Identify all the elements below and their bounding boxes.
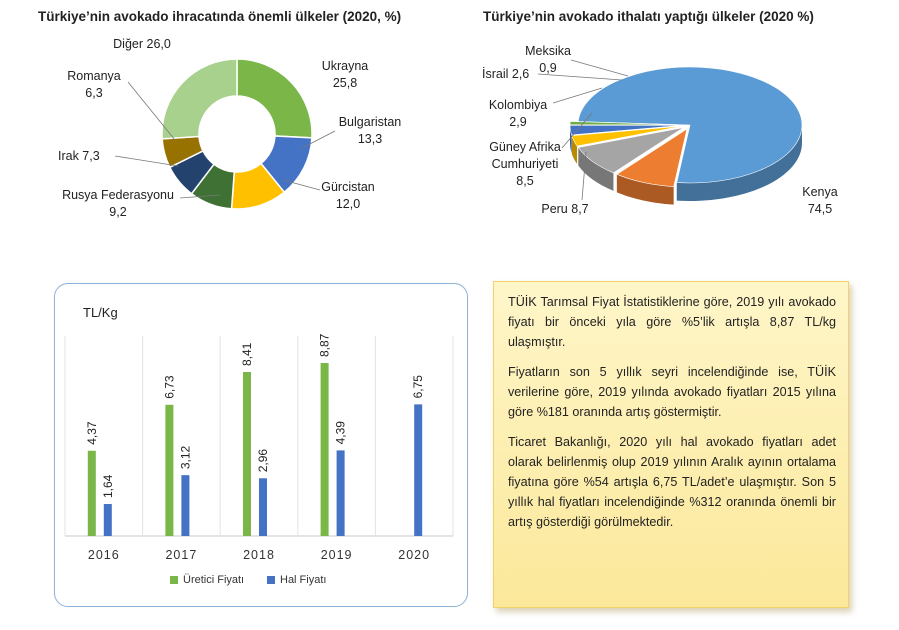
donut-leader-romanya <box>127 81 176 141</box>
donut-label-irak: Irak 7,3 <box>58 149 100 163</box>
bar-producer-2017 <box>165 404 174 536</box>
pie-leader-israil <box>537 73 623 81</box>
pie-slice-1 <box>616 128 688 187</box>
pie-label-guney: Güney Afrika Cumhuriyeti 8,5 <box>489 140 561 188</box>
pie-side-2-0 <box>578 147 614 191</box>
bar-label-wholesale-2018: 2,96 <box>256 449 270 473</box>
legend-swatch-wholesale <box>267 576 275 584</box>
pie-slice-2 <box>577 127 684 174</box>
bar-label-producer-2016: 4,37 <box>85 421 99 445</box>
donut-label-gurcistan: Gürcistan 12,0 <box>321 180 375 211</box>
bar-wholesale-2018 <box>259 478 267 536</box>
bar-xtick-2017: 2017 <box>165 548 197 562</box>
bar-label-wholesale-2020: 6,75 <box>411 375 425 399</box>
pie-label-meksika: Meksika 0,9 <box>525 44 571 75</box>
pie-label-israil: İsrail 2,6 <box>482 67 529 81</box>
bar-wholesale-2017 <box>181 475 190 536</box>
donut-leader-irak <box>114 155 179 167</box>
price-bar-chart-panel: TL/Kg 2016 4,37 1,64 2017 6,73 3,12 2018 8,41 2,9… <box>54 283 468 607</box>
donut-leader-gurcistan <box>282 179 321 191</box>
pie-label-kenya: Kenya 74,5 <box>802 185 837 216</box>
import-chart-title: Türkiye’nin avokado ithalatı yaptığı ülk… <box>483 9 814 24</box>
pie-leader-kolombiya <box>552 87 603 104</box>
legend-swatch-producer <box>170 576 178 584</box>
bar-producer-2016 <box>87 450 96 536</box>
bar-xtick-2019: 2019 <box>321 548 353 562</box>
price-bar-chart: TL/Kg 2016 4,37 1,64 2017 6,73 3,12 2018 8,41 2,9… <box>64 305 454 562</box>
pie-leader-guney <box>561 112 593 149</box>
bar-label-producer-2017: 6,73 <box>162 375 176 399</box>
pie-label-peru: Peru 8,7 <box>541 202 588 216</box>
pie-side-3-0 <box>571 135 578 165</box>
legend-wholesale: Hal Fiyatı <box>267 574 326 586</box>
pie-leader-meksika <box>570 59 629 77</box>
pie-slice-3 <box>571 125 683 147</box>
bar-xtick-2016: 2016 <box>88 548 120 562</box>
export-donut-chart: Ukrayna 25,8 Bulgaristan 13,3 Gürcistan 12,0 R… <box>58 37 402 219</box>
pie-label-kolombiya: Kolombiya 2,9 <box>489 98 547 129</box>
bar-wholesale-2016 <box>103 504 112 536</box>
bar-label-producer-2018: 8,41 <box>240 342 254 366</box>
pie-side-4-0 <box>570 125 572 153</box>
bar-wholesale-2020 <box>414 404 423 536</box>
legend-label-wholesale: Hal Fiyatı <box>280 574 327 586</box>
summary-paragraph-1: TÜİK Tarımsal Fiyat İstatistiklerine gör… <box>508 295 836 349</box>
pie-slice-5 <box>569 121 683 126</box>
legend-producer: Üretici Fiyatı <box>170 574 244 586</box>
bar-producer-2018 <box>243 372 251 536</box>
donut-label-rusya: Rusya Federasyonu 9,2 <box>62 188 174 219</box>
donut-label-bulgaristan: Bulgaristan 13,3 <box>339 115 402 146</box>
export-chart-title: Türkiye’nin avokado ihracatında önemli ü… <box>38 9 402 24</box>
bar-label-wholesale-2017: 3,12 <box>178 445 192 469</box>
bar-label-wholesale-2016: 1,64 <box>101 474 115 498</box>
legend-label-producer: Üretici Fiyatı <box>183 574 245 586</box>
bar-label-producer-2019: 8,87 <box>318 333 332 357</box>
summary-paragraph-3: Ticaret Bakanlığı, 2020 yılı hal avokado… <box>508 435 836 529</box>
donut-label-romanya: Romanya 6,3 <box>67 69 121 100</box>
donut-label-diger: Diğer 26,0 <box>113 37 171 51</box>
donut-slice-6 <box>161 58 238 140</box>
summary-paragraph-2: Fiyatların son 5 yıllık seyri incelendiğ… <box>508 365 836 419</box>
donut-leader-rusya <box>179 194 221 199</box>
pie-slice-0 <box>577 66 803 184</box>
bar-xtick-2018: 2018 <box>243 548 275 562</box>
bar-producer-2019 <box>320 363 329 536</box>
bar-label-wholesale-2019: 4,39 <box>334 421 348 445</box>
pie-side-1-0 <box>616 174 674 205</box>
summary-text-box: TÜİK Tarımsal Fiyat İstatistiklerine gör… <box>493 281 849 608</box>
bar-xtick-2020: 2020 <box>398 548 430 562</box>
bar-wholesale-2019 <box>336 450 345 536</box>
donut-leader-bulgaristan <box>301 130 336 149</box>
pie-leader-peru <box>581 151 587 201</box>
pie-side-0-0 <box>676 125 802 202</box>
pie-slice-4 <box>569 124 683 136</box>
donut-label-ukrayna: Ukrayna 25,8 <box>322 59 369 90</box>
bar-ylabel: TL/Kg <box>83 305 118 320</box>
